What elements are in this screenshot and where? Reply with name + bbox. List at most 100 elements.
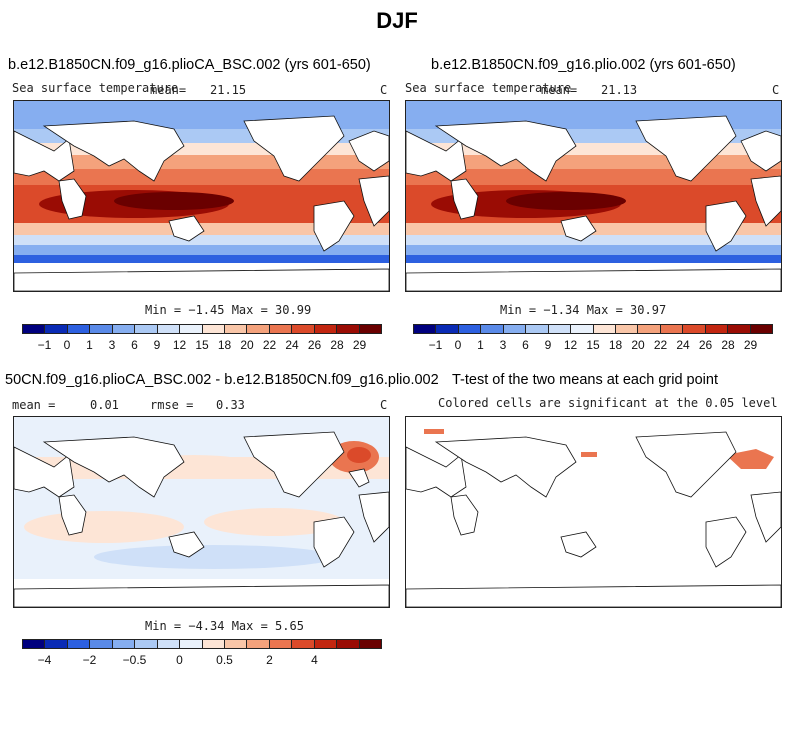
figure-title: DJF [376, 8, 418, 33]
colorbar-segment [436, 325, 459, 333]
panel-4-subtitle: Colored cells are significant at the 0.0… [438, 396, 778, 410]
colorbar-segment [23, 640, 46, 648]
colorbar-segment [526, 325, 549, 333]
colorbar-segment [67, 325, 91, 333]
panel-1-map [13, 100, 390, 292]
panel-3-rmse-value: 0.33 [216, 398, 245, 412]
panel-1-units: C [380, 83, 388, 97]
colorbar-tick-label: 2 [266, 653, 273, 667]
colorbar-tick-label: 0 [63, 338, 71, 352]
colorbar-tick-label: 22 [653, 338, 668, 352]
colorbar-segment [548, 325, 572, 333]
panel-1-min-max: Min = −1.45 Max = 30.99 [145, 303, 312, 317]
colorbar-tick-label: 15 [195, 338, 209, 352]
colorbar-segment [224, 640, 248, 648]
colorbar-tick-label: 6 [522, 338, 529, 352]
colorbar-segment [638, 325, 661, 333]
colorbar-tick-label: −1 [428, 338, 443, 352]
colorbar-segment [683, 325, 706, 333]
colorbar-segment [337, 640, 360, 648]
panel-1-mean-value: 21.15 [210, 83, 247, 97]
colorbar-segment [292, 640, 315, 648]
colorbar-segment [135, 325, 158, 333]
colorbar-segment [337, 325, 360, 333]
colorbar-segment [615, 325, 639, 333]
colorbar-segment [45, 640, 68, 648]
colorbar-segment [660, 325, 684, 333]
colorbar-segment [593, 325, 616, 333]
colorbar-segment [224, 325, 248, 333]
panel-1-map-graphic [14, 101, 389, 291]
colorbar-tick-label: 3 [499, 338, 507, 352]
colorbar-segment [112, 640, 136, 648]
colorbar-segment [728, 325, 751, 333]
colorbar-tick-label: 6 [131, 338, 138, 352]
colorbar-tick-label: 12 [172, 338, 187, 352]
colorbar-segment [314, 640, 338, 648]
colorbar-tick-label: 28 [330, 338, 344, 352]
colorbar-segment [458, 325, 482, 333]
colorbar-tick-label: −0.5 [122, 653, 147, 667]
colorbar-segment [503, 325, 527, 333]
panel-4-map [405, 416, 782, 608]
colorbar-segment [247, 325, 270, 333]
colorbar-segment [90, 640, 113, 648]
panel-2-mean-value: 21.13 [601, 83, 638, 97]
colorbar-tick-label: 1 [477, 338, 484, 352]
panel-3-map-graphic [14, 417, 389, 607]
colorbar-segment [23, 325, 46, 333]
colorbar-tick-label: 24 [676, 338, 690, 352]
panel-3-mean-label: mean = [12, 398, 56, 412]
panel-3-title: 50CN.f09_g16.plioCA_BSC.002 - b.e12.B185… [5, 372, 439, 388]
colorbar-segment [481, 325, 504, 333]
colorbar-tick-label: 18 [608, 338, 623, 352]
panel-1-title: b.e12.B1850CN.f09_g16.plioCA_BSC.002 (yr… [8, 57, 371, 73]
colorbar-segment [202, 640, 225, 648]
colorbar-tick-label: 9 [544, 338, 552, 352]
colorbar-segment [269, 325, 293, 333]
colorbar-tick-label: 3 [108, 338, 116, 352]
colorbar-segment [157, 640, 181, 648]
colorbar-segment [269, 640, 293, 648]
colorbar-tick-label: 0.5 [216, 653, 233, 667]
colorbar-tick-label: 9 [153, 338, 161, 352]
panel-4-title: T-test of the two means at each grid poi… [452, 372, 718, 388]
colorbar-tick-label: 26 [307, 338, 322, 352]
colorbar-tick-label: 20 [240, 338, 254, 352]
colorbar-tick-label: 4 [311, 653, 318, 667]
colorbar-tick-label: 12 [563, 338, 578, 352]
colorbar-tick-label: 29 [743, 338, 758, 352]
panel-3-min-max: Min = −4.34 Max = 5.65 [145, 619, 304, 633]
colorbar-tick-label: 26 [698, 338, 713, 352]
colorbar-tick-label: 28 [721, 338, 735, 352]
panel-2-mean-label: mean= [541, 83, 578, 97]
colorbar-segment [180, 640, 203, 648]
colorbar-segment [90, 325, 113, 333]
panel-2-min-max: Min = −1.34 Max = 30.97 [500, 303, 667, 317]
colorbar-tick-label: 22 [262, 338, 277, 352]
colorbar-segment [750, 325, 772, 333]
panel-4-map-graphic [406, 417, 781, 607]
colorbar-tick-label: 0 [176, 653, 183, 667]
colorbar-segment [157, 325, 181, 333]
panel-3-mean-value: 0.01 [90, 398, 119, 412]
panel-2-variable: Sea surface temperature [405, 81, 572, 95]
colorbar-segment [135, 640, 158, 648]
colorbar-segment [180, 325, 203, 333]
colorbar-segment [112, 325, 136, 333]
colorbar-tick-label: 20 [631, 338, 645, 352]
colorbar-segment [359, 640, 381, 648]
colorbar-tick-label: 24 [285, 338, 299, 352]
panel-2-title: b.e12.B1850CN.f09_g16.plio.002 (yrs 601-… [431, 57, 736, 73]
colorbar-segment [571, 325, 594, 333]
colorbar-segment [705, 325, 729, 333]
panel-3-map [13, 416, 390, 608]
panel-1-variable: Sea surface temperature [12, 81, 179, 95]
colorbar-tick-label: −1 [37, 338, 52, 352]
colorbar-segment [247, 640, 270, 648]
colorbar-segment [292, 325, 315, 333]
colorbar-tick-label: 1 [86, 338, 93, 352]
panel-2-colorbar [413, 324, 773, 334]
panel-1-colorbar [22, 324, 382, 334]
colorbar-tick-label: 29 [352, 338, 367, 352]
